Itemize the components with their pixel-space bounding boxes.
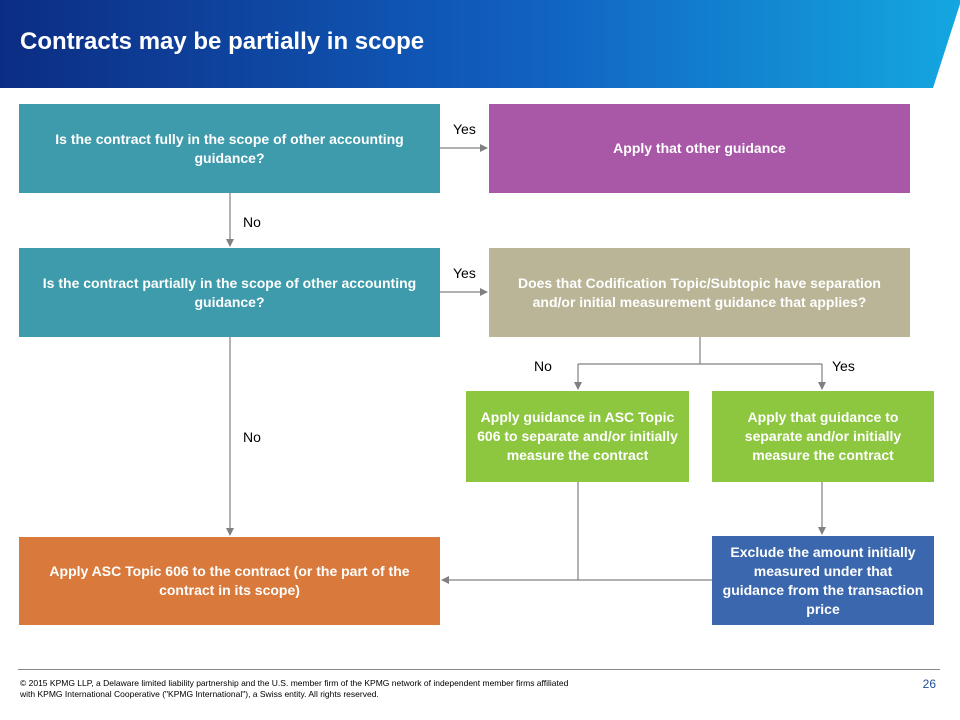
label-no-fully: No (243, 214, 261, 230)
label-yes-partially: Yes (453, 265, 476, 281)
result-apply-asc-606-contract: Apply ASC Topic 606 to the contract (or … (19, 537, 440, 625)
result-apply-that-guidance: Apply that guidance to separate and/or i… (712, 391, 934, 482)
result-apply-asc-606-measure: Apply guidance in ASC Topic 606 to separ… (466, 391, 689, 482)
label-no-partially: No (243, 429, 261, 445)
label-no-separation: No (534, 358, 552, 374)
question-separation-guidance: Does that Codification Topic/Subtopic ha… (489, 248, 910, 337)
label-yes-separation: Yes (832, 358, 855, 374)
footer-divider (18, 669, 940, 670)
arrow-q3-split (578, 337, 822, 365)
page-number: 26 (922, 677, 936, 691)
result-exclude-amount: Exclude the amount initially measured un… (712, 536, 934, 625)
label-yes-fully: Yes (453, 121, 476, 137)
page-title: Contracts may be partially in scope (20, 28, 425, 55)
header-banner: Contracts may be partially in scope (0, 0, 960, 88)
result-apply-other-guidance: Apply that other guidance (489, 104, 910, 193)
footer-copyright: © 2015 KPMG LLP, a Delaware limited liab… (20, 678, 569, 699)
header-background (0, 0, 960, 88)
question-fully-in-scope: Is the contract fully in the scope of ot… (19, 104, 440, 193)
question-partially-in-scope: Is the contract partially in the scope o… (19, 248, 440, 337)
